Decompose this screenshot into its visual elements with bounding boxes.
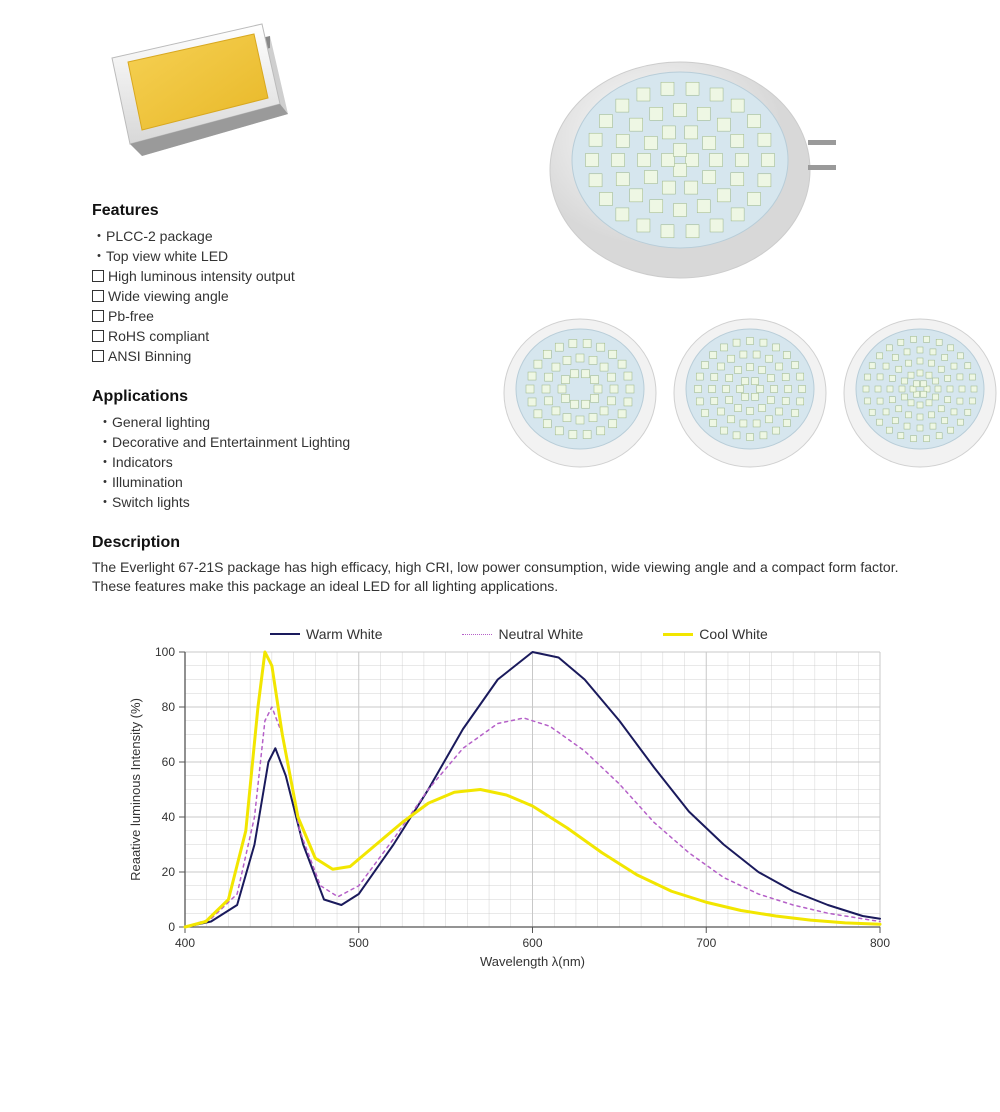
- application-item: Indicators: [92, 452, 500, 472]
- led-bulb-variant-2: [670, 313, 830, 473]
- applications-heading: Applications: [92, 388, 500, 406]
- svg-text:600: 600: [522, 936, 542, 950]
- applications-list: General lightingDecorative and Entertain…: [92, 412, 500, 512]
- feature-item: PLCC-2 package: [92, 226, 500, 246]
- description-text: The Everlight 67-21S package has high ef…: [92, 558, 908, 596]
- top-row: Features PLCC-2 packageTop view white LE…: [0, 0, 1000, 512]
- spectral-chart: Warm White Neutral White Cool White 4005…: [0, 626, 1000, 977]
- right-column: [500, 0, 1000, 473]
- application-item: Switch lights: [92, 492, 500, 512]
- svg-text:500: 500: [349, 936, 369, 950]
- legend-neutral-white: Neutral White: [462, 626, 583, 642]
- datasheet-page: Features PLCC-2 packageTop view white LE…: [0, 0, 1000, 1112]
- feature-item: RoHS compliant: [92, 326, 500, 346]
- svg-text:800: 800: [870, 936, 890, 950]
- features-heading: Features: [92, 202, 500, 220]
- led-bulb-variant-1: [500, 313, 660, 473]
- svg-text:80: 80: [162, 700, 176, 714]
- legend-label: Warm White: [306, 626, 382, 642]
- feature-item: High luminous intensity output: [92, 266, 500, 286]
- led-bulb-variant-3: [840, 313, 1000, 473]
- application-item: Illumination: [92, 472, 500, 492]
- application-item: General lighting: [92, 412, 500, 432]
- svg-text:0: 0: [168, 920, 175, 934]
- svg-text:700: 700: [696, 936, 716, 950]
- svg-text:Wavelength λ(nm): Wavelength λ(nm): [480, 954, 585, 969]
- feature-item: Wide viewing angle: [92, 286, 500, 306]
- svg-text:Reaative luminous Intensity (%: Reaative luminous Intensity (%): [128, 698, 143, 881]
- svg-text:40: 40: [162, 810, 176, 824]
- led-bulb-row: [500, 313, 1000, 473]
- left-column: Features PLCC-2 packageTop view white LE…: [0, 0, 500, 512]
- features-list: PLCC-2 packageTop view white LEDHigh lum…: [92, 226, 500, 366]
- spectral-chart-svg: 400 500 600 700 800 0 20 40 60 80 100 Wavelength λ(…: [120, 642, 900, 972]
- svg-text:60: 60: [162, 755, 176, 769]
- legend-label: Neutral White: [498, 626, 583, 642]
- led-bulb-main-illustration: [540, 55, 840, 295]
- legend-warm-white: Warm White: [270, 626, 382, 642]
- chart-legend: Warm White Neutral White Cool White: [270, 626, 920, 642]
- legend-cool-white: Cool White: [663, 626, 767, 642]
- description-section: Description The Everlight 67-21S package…: [0, 534, 1000, 596]
- feature-item: ANSI Binning: [92, 346, 500, 366]
- application-item: Decorative and Entertainment Lighting: [92, 432, 500, 452]
- legend-label: Cool White: [699, 626, 767, 642]
- svg-text:400: 400: [175, 936, 195, 950]
- svg-text:100: 100: [155, 645, 175, 659]
- feature-item: Pb-free: [92, 306, 500, 326]
- led-chip-illustration: [92, 10, 302, 180]
- feature-item: Top view white LED: [92, 246, 500, 266]
- description-heading: Description: [92, 534, 908, 552]
- svg-text:20: 20: [162, 865, 176, 879]
